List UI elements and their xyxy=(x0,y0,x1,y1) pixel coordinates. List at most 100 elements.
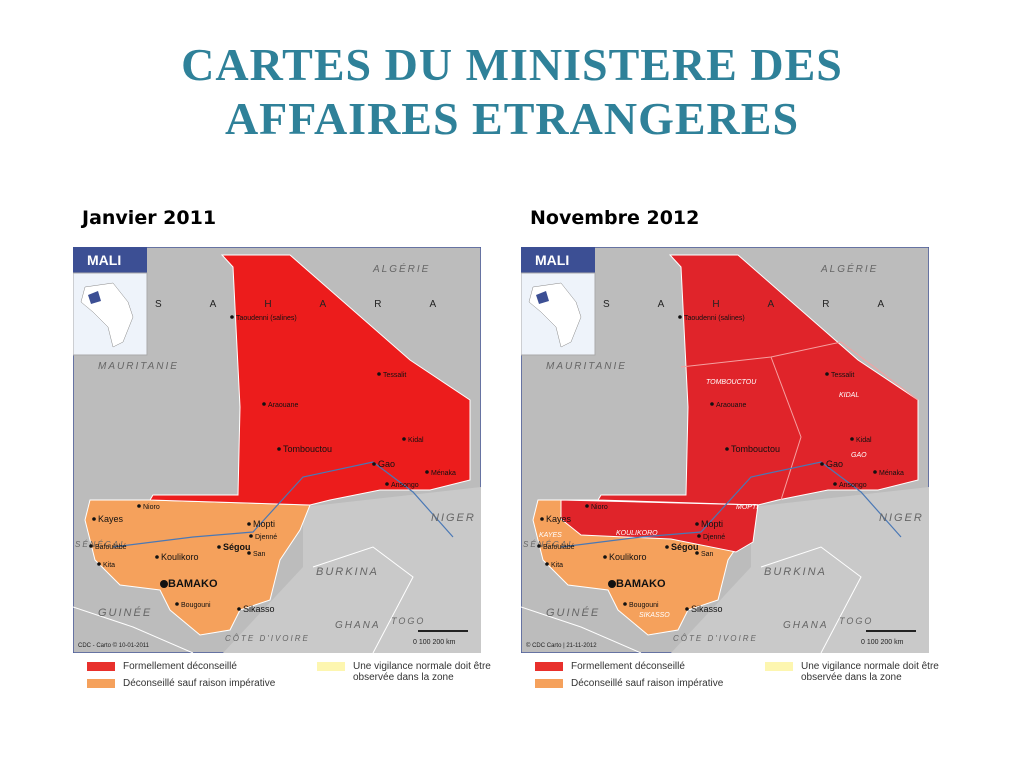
city-label: Koulikoro xyxy=(161,552,199,562)
country-label: NIGER xyxy=(431,512,476,524)
legend-label: Déconseillé sauf raison impérative xyxy=(571,678,724,689)
city-label: Gao xyxy=(378,459,395,469)
city-label: Ségou xyxy=(223,542,251,552)
city-label: Tessalit xyxy=(831,372,854,379)
city-dot xyxy=(247,551,251,555)
city-label: Kayes xyxy=(98,514,124,524)
border xyxy=(760,546,862,653)
city-label: BAMAKO xyxy=(616,578,666,590)
city-dot xyxy=(160,580,168,588)
country-label: ALGÉRIE xyxy=(820,262,878,275)
city-dot xyxy=(425,470,429,474)
scale-label: 0 100 200 km xyxy=(861,639,904,646)
city-dot xyxy=(585,504,589,508)
city-label: Kidal xyxy=(856,437,872,444)
city-dot xyxy=(540,517,544,521)
city-dot xyxy=(697,534,701,538)
country-label: GHANA xyxy=(335,620,381,631)
city-label: Tombouctou xyxy=(731,444,780,454)
city-label: Djenné xyxy=(255,534,277,541)
credit: © CDC Carto | 21-11-2012 xyxy=(526,642,597,649)
city-dot xyxy=(237,607,241,611)
legend-swatch xyxy=(535,662,563,671)
city-label: Ménaka xyxy=(879,470,904,477)
title-line: AFFAIRES ETRANGERES xyxy=(224,93,800,144)
zone-red xyxy=(560,499,759,553)
city-label: Bougouni xyxy=(181,602,211,609)
badge xyxy=(521,247,595,273)
country-label: GUINÉE xyxy=(546,606,600,619)
country-label: GHANA xyxy=(783,620,829,631)
city-label: Djenné xyxy=(703,534,725,541)
legend-label: Une vigilance normale doit être observée… xyxy=(801,661,939,683)
map-caption: Novembre 2012 xyxy=(530,207,700,229)
country-label: SÉNÉGAL xyxy=(523,540,575,549)
city-label: Ansongo xyxy=(839,482,867,489)
city-dot xyxy=(710,402,714,406)
region-label: GAO xyxy=(851,452,867,459)
city-dot xyxy=(873,470,877,474)
city-dot xyxy=(277,447,281,451)
city-label: Tessalit xyxy=(383,372,406,379)
city-label: Ansongo xyxy=(391,482,419,489)
city-label: Bafoulabé xyxy=(95,544,127,551)
country-label: MAURITANIE xyxy=(546,361,627,372)
city-dot xyxy=(603,555,607,559)
city-dot xyxy=(537,544,541,548)
city-dot xyxy=(230,315,234,319)
country-label: CÔTE D'IVOIRE xyxy=(673,634,758,643)
city-label: Koulikoro xyxy=(609,552,647,562)
legend-swatch xyxy=(535,679,563,688)
zone-orange xyxy=(84,499,311,636)
legend-label: Formellement déconseillé xyxy=(123,661,237,672)
border xyxy=(73,606,194,653)
city-label: Gao xyxy=(826,459,843,469)
neighbor-land xyxy=(223,487,481,653)
city-label: Sikasso xyxy=(243,604,275,614)
country-label: CÔTE D'IVOIRE xyxy=(225,634,310,643)
title-line: CARTES DU MINISTERE DES xyxy=(181,39,843,90)
city-label: Araouane xyxy=(268,402,298,409)
city-dot xyxy=(678,315,682,319)
city-dot xyxy=(137,504,141,508)
region-label: MOPTI xyxy=(736,504,758,511)
border xyxy=(312,546,414,653)
legend-swatch xyxy=(765,662,793,671)
region-label: KIDAL xyxy=(839,392,859,399)
country-label: MAURITANIE xyxy=(98,361,179,372)
city-label: Taoudenni (salines) xyxy=(684,315,745,322)
scale-bar xyxy=(418,630,468,632)
city-label: Kita xyxy=(103,562,115,569)
legend-swatch xyxy=(87,679,115,688)
city-dot xyxy=(545,562,549,566)
city-label: Bafoulabé xyxy=(543,544,575,551)
region-label: TOMBOUCTOU xyxy=(706,379,757,386)
country-label: NIGER xyxy=(879,512,924,524)
river xyxy=(560,461,902,548)
city-label: Mopti xyxy=(253,519,275,529)
city-label: Kita xyxy=(551,562,563,569)
city-dot xyxy=(850,437,854,441)
country-label: TOGO xyxy=(391,616,425,626)
country-label: TOGO xyxy=(839,616,873,626)
country-label: SÉNÉGAL xyxy=(75,540,127,549)
city-dot xyxy=(695,551,699,555)
city-dot xyxy=(608,580,616,588)
city-label: Nioro xyxy=(143,504,160,511)
badge-text: MALI xyxy=(535,252,569,268)
legend-swatch xyxy=(87,662,115,671)
sahara-label: SAHARA xyxy=(155,299,481,310)
city-label: Araouane xyxy=(716,402,746,409)
map: MALI SAHARA ALGÉRIE MAURITANIE NIGER BURKINA G… xyxy=(521,247,929,653)
city-dot xyxy=(372,462,376,466)
city-label: San xyxy=(701,551,714,558)
city-dot xyxy=(833,482,837,486)
city-dot xyxy=(249,534,253,538)
badge xyxy=(73,247,147,273)
city-dot xyxy=(725,447,729,451)
city-label: Ménaka xyxy=(431,470,456,477)
city-dot xyxy=(820,462,824,466)
city-label: Taoudenni (salines) xyxy=(236,315,297,322)
city-dot xyxy=(217,545,221,549)
city-label: Tombouctou xyxy=(283,444,332,454)
